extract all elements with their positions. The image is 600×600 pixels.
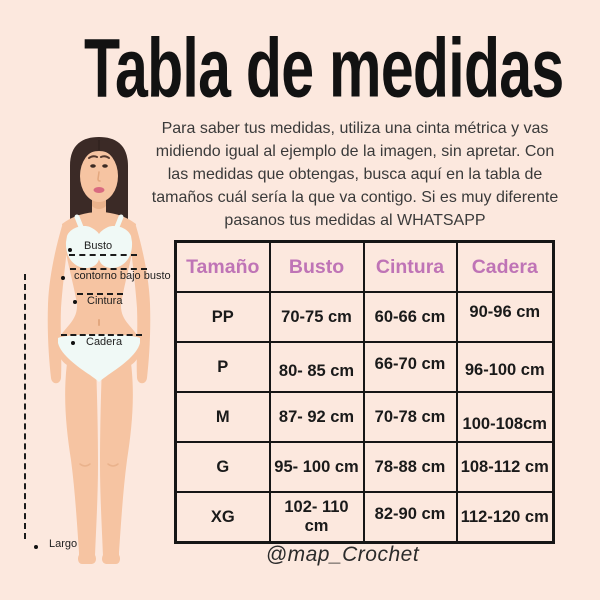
intro-line: las medidas que obtengas, busca aquí en …	[167, 166, 543, 183]
right-arm	[129, 226, 151, 384]
dot-marker	[71, 341, 75, 345]
dashed-line-bajo-busto	[70, 268, 147, 270]
cell-cadera: 112-120 cm	[455, 491, 555, 544]
dot-marker	[68, 248, 72, 252]
dot-marker	[34, 545, 38, 549]
cell-cintura: 82-90 cm	[362, 488, 458, 541]
measure-label-cintura: Cintura	[87, 295, 123, 307]
header-tamano: Tamaño	[174, 240, 271, 293]
intro-line: Para saber tus medidas, utiliza una cint…	[161, 120, 549, 137]
hair-front	[72, 140, 126, 175]
right-eye	[102, 164, 108, 168]
dot-marker	[73, 300, 77, 304]
header-busto: Busto	[268, 240, 365, 293]
dashed-line-busto	[69, 254, 137, 256]
bra	[65, 226, 133, 269]
dashed-line-largo	[24, 274, 26, 539]
table-row: P 80- 85 cm 66-70 cm 96-100 cm	[174, 338, 555, 397]
neck-shadow	[92, 200, 106, 209]
cell-size: M	[174, 391, 271, 443]
intro-paragraph: Para saber tus medidas, utiliza una cint…	[135, 117, 575, 232]
left-eye	[90, 164, 96, 168]
measure-label-cadera: Cadera	[86, 336, 123, 348]
table-row: XG 102- 110 cm 82-90 cm 112-120 cm	[174, 488, 555, 544]
right-foot	[102, 555, 120, 564]
left-arm	[47, 226, 69, 384]
cell-busto: 95- 100 cm	[268, 441, 365, 493]
lips	[93, 187, 105, 193]
left-knee-line	[79, 463, 91, 467]
cell-cadera: 108-112 cm	[455, 441, 555, 493]
nose	[97, 171, 101, 182]
right-eyebrow	[100, 155, 110, 159]
cell-busto: 87- 92 cm	[268, 391, 365, 443]
cell-size: PP	[174, 291, 271, 343]
cell-size: G	[174, 441, 271, 493]
left-foot	[78, 555, 96, 564]
size-table: Tamaño Busto Cintura Cadera PP 70-75 cm …	[174, 240, 555, 544]
cell-cadera: 96-100 cm	[455, 344, 555, 396]
cell-cintura: 70-78 cm	[362, 391, 458, 443]
page-title: Tabla de medidas	[83, 22, 564, 115]
measure-label-bajo-busto: contorno bajo busto	[74, 270, 171, 282]
dashed-line-cintura	[77, 293, 123, 295]
table-header-row: Tamaño Busto Cintura Cadera	[174, 240, 555, 293]
cell-size: P	[174, 341, 271, 393]
cell-size: XG	[174, 491, 271, 544]
intro-line: pasanos tus medidas al WHATSAPP	[224, 212, 486, 229]
intro-line: tamaños cuál sería la que va contigo. Si…	[151, 189, 559, 206]
intro-line: midiendo igual al ejemplo de la imagen, …	[155, 143, 555, 160]
dashed-line-cadera	[61, 334, 142, 336]
cell-busto: 102- 110 cm	[268, 491, 365, 544]
header-cintura: Cintura	[362, 240, 458, 293]
cell-cintura: 78-88 cm	[362, 441, 458, 493]
table-row: PP 70-75 cm 60-66 cm 90-96 cm	[174, 286, 555, 343]
cell-cintura: 60-66 cm	[362, 291, 458, 343]
measure-label-largo: Largo	[49, 538, 78, 550]
table-row: G 95- 100 cm 78-88 cm 108-112 cm	[174, 441, 555, 493]
cell-busto: 80- 85 cm	[268, 345, 365, 397]
measurement-figure: Busto contorno bajo busto Cintura Cadera…	[10, 128, 200, 573]
left-eyebrow	[88, 155, 98, 159]
header-cadera: Cadera	[455, 240, 555, 293]
dot-marker	[61, 276, 65, 280]
social-handle: @map_Crochet	[265, 543, 420, 566]
measure-label-busto: Busto	[84, 240, 113, 252]
cell-cintura: 66-70 cm	[362, 338, 458, 390]
woman-figure-illustration	[47, 137, 151, 564]
right-leg	[100, 363, 133, 556]
cell-cadera: 90-96 cm	[455, 286, 555, 338]
panties	[58, 334, 140, 382]
cell-busto: 70-75 cm	[268, 291, 365, 343]
table-row: M 87- 92 cm 70-78 cm 100-108cm	[174, 391, 555, 450]
left-leg	[65, 363, 98, 556]
right-knee-line	[107, 463, 119, 467]
